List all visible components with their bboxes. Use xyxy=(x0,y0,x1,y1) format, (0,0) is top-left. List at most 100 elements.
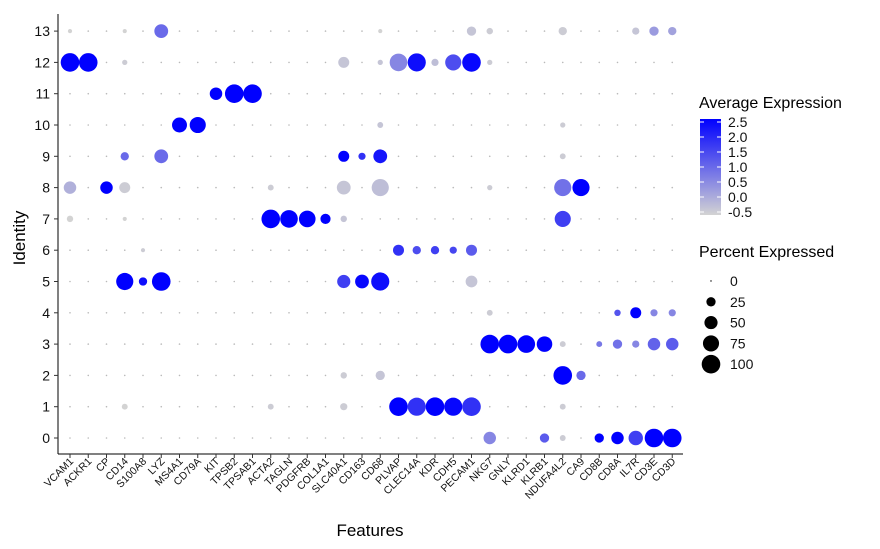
dot-empty-acta2-4 xyxy=(269,312,272,314)
dot-empty-ackr1-5 xyxy=(87,280,90,283)
dot-empty-ca9-10 xyxy=(580,124,582,126)
dot-empty-kdr-7 xyxy=(434,218,436,220)
dot-empty-kit-10 xyxy=(215,124,217,126)
dot-empty-plvap-8 xyxy=(397,186,400,189)
dot-empty-tpsb2-6 xyxy=(233,249,236,251)
dot-ca9-2 xyxy=(576,370,586,381)
size-legend-label-100: 100 xyxy=(730,356,754,372)
dot-empty-cdh5-10 xyxy=(452,124,455,126)
dot-empty-plvap-4 xyxy=(397,312,400,314)
dot-empty-klrd1-1 xyxy=(525,405,528,408)
dot-empty-tpsab1-6 xyxy=(251,249,254,251)
dot-cd8a-0 xyxy=(611,431,624,445)
dot-cd8a-3 xyxy=(612,339,623,349)
dot-empty-tpsab1-5 xyxy=(251,280,254,283)
dot-plvap-6 xyxy=(392,244,405,256)
dot-empty-s100a8-3 xyxy=(142,343,144,345)
dot-acta2-1 xyxy=(267,403,274,410)
dot-empty-kdr-2 xyxy=(434,374,436,377)
dot-empty-ackr1-0 xyxy=(87,437,90,439)
dot-empty-cd163-10 xyxy=(361,124,363,126)
dot-empty-cd14-3 xyxy=(123,343,126,345)
dot-cd68-12 xyxy=(377,59,383,66)
size-legend-dot-75 xyxy=(702,335,720,352)
dot-empty-tagln-2 xyxy=(288,374,290,377)
dot-empty-pdgfrb-9 xyxy=(306,155,309,158)
size-legend-label-25: 25 xyxy=(730,294,746,310)
dot-empty-kit-3 xyxy=(215,343,217,345)
dot-empty-cd163-0 xyxy=(361,437,363,439)
dot-slc40a1-9 xyxy=(338,150,350,162)
dot-cp-8 xyxy=(100,181,113,194)
dot-empty-ms4a1-5 xyxy=(178,280,181,283)
dot-empty-clec14a-8 xyxy=(415,186,418,189)
dot-empty-klrd1-5 xyxy=(525,280,528,283)
dot-empty-cd79a-1 xyxy=(196,405,199,408)
dot-empty-gnly-11 xyxy=(507,92,509,95)
dot-empty-tpsab1-0 xyxy=(251,437,254,439)
dot-nkg7-12 xyxy=(487,59,493,66)
dot-klrb1-0 xyxy=(539,433,550,443)
dot-slc40a1-8 xyxy=(336,180,351,195)
dot-empty-cdh5-5 xyxy=(452,280,455,283)
dot-empty-col1a1-11 xyxy=(324,92,327,95)
dot-il7r-3 xyxy=(632,340,640,348)
dot-empty-col1a1-8 xyxy=(324,186,327,189)
dot-cdh5-12 xyxy=(445,54,462,71)
dot-empty-clec14a-2 xyxy=(415,374,418,377)
dot-cd8b-0 xyxy=(594,433,604,443)
dot-empty-cd14-10 xyxy=(123,124,126,126)
dot-empty-cp-5 xyxy=(105,280,108,283)
dot-ms4a1-10 xyxy=(172,117,187,133)
dot-empty-cd3d-11 xyxy=(671,92,674,95)
dot-empty-vcam1-11 xyxy=(69,92,71,95)
dot-nkg7-8 xyxy=(487,184,493,191)
dot-empty-klrd1-6 xyxy=(525,249,528,251)
dot-empty-nkg7-1 xyxy=(488,405,491,408)
dot-empty-slc40a1-3 xyxy=(342,343,345,345)
dot-empty-klrd1-12 xyxy=(525,61,528,64)
dot-il7r-4 xyxy=(630,307,642,319)
dot-empty-klrb1-8 xyxy=(543,186,546,189)
dot-empty-cd8b-4 xyxy=(598,312,601,314)
dot-empty-pdgfrb-6 xyxy=(306,249,309,251)
dot-empty-col1a1-5 xyxy=(324,280,327,283)
dot-kit-11 xyxy=(209,87,223,100)
dot-empty-ca9-5 xyxy=(580,280,582,283)
dot-cd68-10 xyxy=(377,122,384,128)
dot-empty-pdgfrb-11 xyxy=(306,92,309,95)
colorbar xyxy=(700,119,721,215)
dot-empty-acta2-3 xyxy=(269,343,272,345)
dot-empty-cd163-12 xyxy=(361,61,363,64)
color-legend-title: Average Expression xyxy=(699,95,842,112)
dot-empty-col1a1-0 xyxy=(324,437,327,439)
dot-empty-cd163-8 xyxy=(361,186,363,189)
dot-empty-cp-1 xyxy=(105,405,108,408)
dot-empty-ackr1-6 xyxy=(87,249,90,251)
dot-empty-nkg7-10 xyxy=(488,124,491,126)
dot-empty-ca9-6 xyxy=(580,249,582,251)
dot-clec14a-6 xyxy=(412,246,421,255)
dot-empty-cd79a-13 xyxy=(196,30,199,32)
dot-pecam1-6 xyxy=(465,244,478,256)
dot-cd3e-0 xyxy=(644,428,664,448)
dot-empty-col1a1-4 xyxy=(324,312,327,314)
dot-empty-cd3d-5 xyxy=(671,280,674,283)
dot-kdr-1 xyxy=(425,397,445,417)
dot-empty-cd79a-0 xyxy=(196,437,199,439)
y-tick-label-10: 10 xyxy=(34,117,50,133)
dot-clec14a-1 xyxy=(407,397,426,416)
dot-empty-kdr-0 xyxy=(434,437,436,439)
dot-empty-plvap-0 xyxy=(397,437,400,439)
dot-empty-lyz-0 xyxy=(160,437,163,439)
dot-empty-gnly-13 xyxy=(507,30,509,32)
dot-s100a8-5 xyxy=(138,277,148,286)
dot-empty-lyz-6 xyxy=(160,249,163,251)
dot-empty-tagln-3 xyxy=(288,343,290,345)
dot-nkg7-13 xyxy=(486,27,493,35)
dot-empty-gnly-6 xyxy=(507,249,509,251)
dot-empty-vcam1-4 xyxy=(69,312,71,314)
dot-acta2-7 xyxy=(261,209,281,229)
dot-empty-vcam1-1 xyxy=(69,405,71,408)
colorbar-label-1.5: 1.5 xyxy=(728,144,748,160)
